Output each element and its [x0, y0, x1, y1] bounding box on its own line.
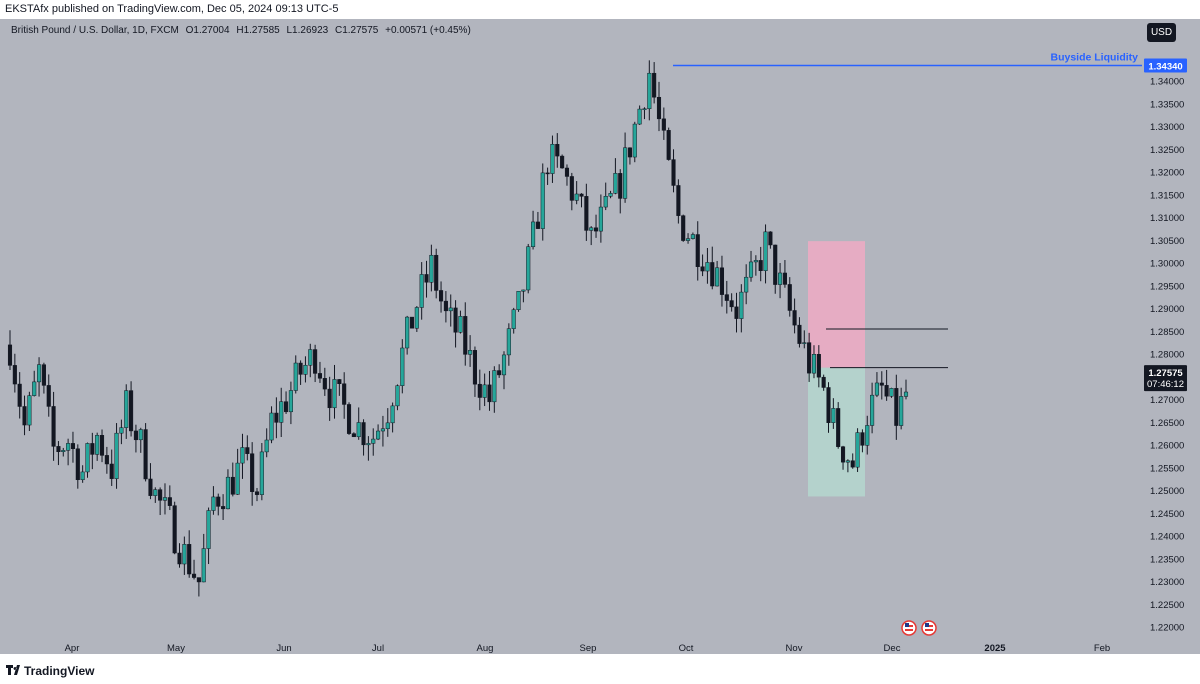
tradingview-logo-icon	[6, 665, 20, 675]
close-value: C1.27575	[335, 25, 379, 36]
publish-bar: EKSTAfx published on TradingView.com, De…	[0, 0, 1200, 19]
footer: TradingView	[0, 654, 1200, 684]
change-value: +0.00571 (+0.45%)	[385, 25, 471, 36]
footer-brand: TradingView	[24, 664, 95, 678]
time-axis[interactable]	[0, 638, 1142, 654]
open-value: O1.27004	[185, 25, 230, 36]
price-axis[interactable]	[1142, 19, 1200, 654]
chart-legend: British Pound / U.S. Dollar, 1D, FXCM O1…	[11, 25, 475, 36]
currency-button[interactable]: USD	[1147, 23, 1176, 42]
low-value: L1.26923	[286, 25, 329, 36]
chart-area[interactable]	[0, 19, 1142, 654]
published-text: EKSTAfx published on TradingView.com, De…	[5, 3, 339, 15]
symbol-title: British Pound / U.S. Dollar, 1D, FXCM	[11, 25, 179, 36]
high-value: H1.27585	[236, 25, 280, 36]
